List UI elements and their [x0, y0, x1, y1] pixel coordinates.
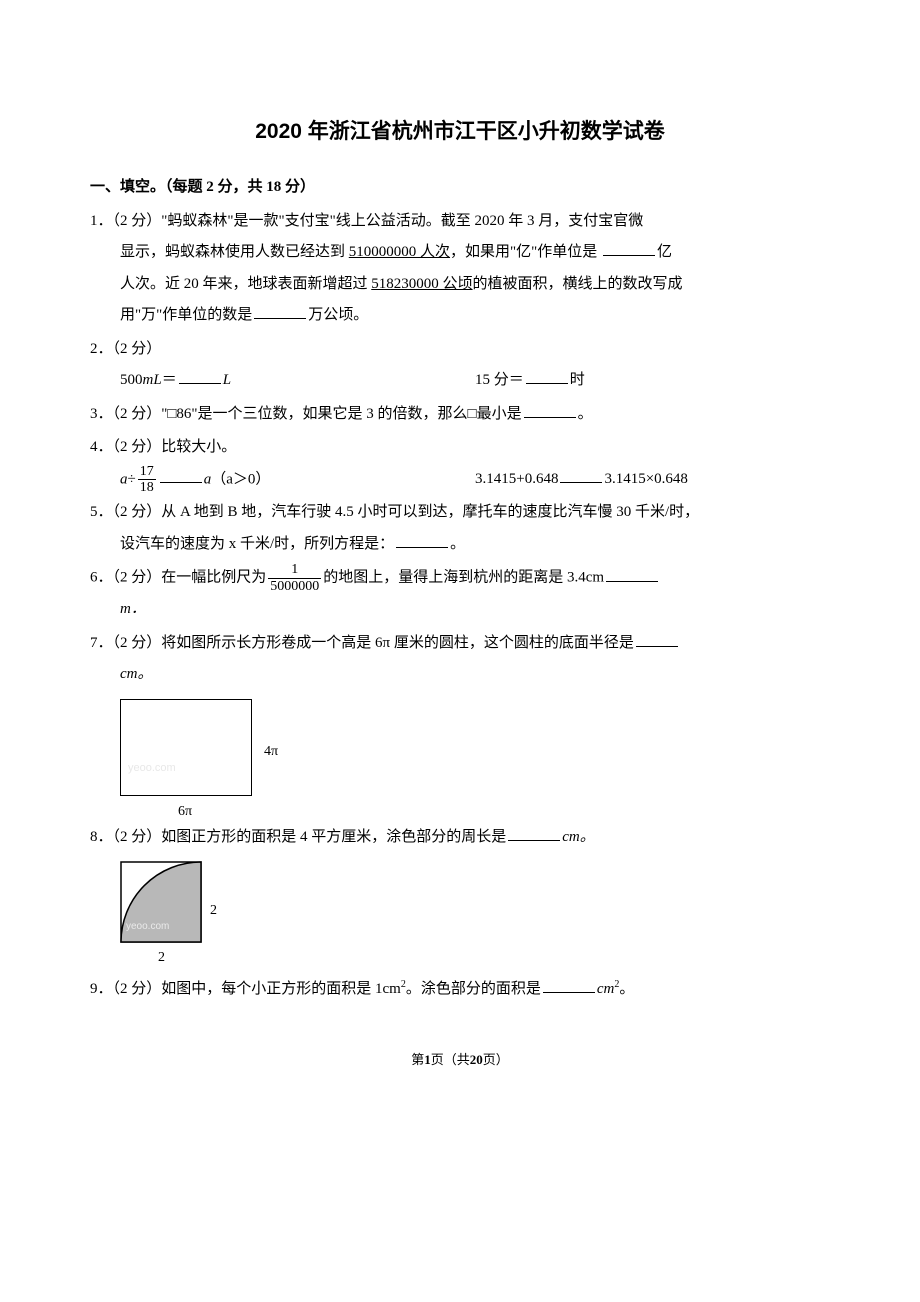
q9-b: 。涂色部分的面积是	[406, 981, 541, 997]
q4-cols: a÷1718a（a＞0） 3.1415+0.6483.1415×0.648	[90, 464, 830, 496]
q4-r-b: 3.1415×0.648	[604, 471, 687, 487]
q1-blank2	[254, 303, 306, 319]
q6-den: 5000000	[268, 579, 321, 594]
q2-left: 500mL＝ L	[120, 365, 475, 397]
q2-500: 500	[120, 372, 143, 388]
q1-blank1	[603, 240, 655, 256]
footer-b: 页（共	[431, 1052, 470, 1067]
q4-div: ÷	[128, 471, 136, 487]
q9-blank	[543, 977, 595, 993]
q2-mL: mL	[143, 372, 162, 388]
q7-figure: yeoo.com 4π 6π	[120, 699, 275, 814]
q5-blank	[396, 532, 448, 548]
q2-cols: 500mL＝ L 15 分＝ 时	[90, 365, 830, 397]
question-2: 2．（2 分）	[90, 334, 830, 366]
q7-body: cm。	[90, 659, 830, 691]
page-footer: 第1页（共20页）	[90, 1046, 830, 1073]
q1-l4b: 万公顷。	[308, 307, 368, 323]
q8-cm: cm。	[562, 829, 595, 845]
question-3: 3．（2 分）"□86"是一个三位数，如果它是 3 的倍数，那么□最小是 。	[90, 399, 830, 431]
q6-frac: 15000000	[268, 562, 321, 594]
q6-blank	[606, 566, 658, 582]
q4-right: 3.1415+0.648 3.1415×0.648	[475, 464, 830, 496]
footer-c: 页）	[483, 1052, 509, 1067]
q4-num: 17	[138, 464, 156, 480]
q5-l2a: 设汽车的速度为 x 千米/时，所列方程是：	[120, 536, 394, 552]
question-5: 5．（2 分）从 A 地到 B 地，汽车行驶 4.5 小时可以到达，摩托车的速度…	[90, 497, 830, 529]
q3-b: 。	[578, 406, 593, 422]
q7-l1: 7．（2 分）将如图所示长方形卷成一个高是 6π 厘米的圆柱，这个圆柱的底面半径…	[90, 635, 634, 651]
q7-rect	[120, 699, 252, 796]
q4-left: a÷1718a（a＞0）	[120, 464, 475, 496]
q1-l3b: 的植被面积，横线上的数改写成	[473, 276, 683, 292]
question-6: 6．（2 分）在一幅比例尺为15000000的地图上，量得上海到杭州的距离是 3…	[90, 562, 830, 594]
q2-L: L	[223, 372, 231, 388]
q7-cm: cm。	[120, 666, 153, 682]
q4-r-a: 3.1415+0.648	[475, 471, 558, 487]
q6-num: 1	[268, 562, 321, 578]
question-7: 7．（2 分）将如图所示长方形卷成一个高是 6π 厘米的圆柱，这个圆柱的底面半径…	[90, 628, 830, 660]
q2-r-b: 时	[570, 372, 585, 388]
q1-num1: 510000000 人次	[349, 244, 450, 260]
q9-d: 。	[619, 981, 634, 997]
q4-blank1	[160, 467, 202, 483]
q8-a: 8．（2 分）如图正方形的面积是 4 平方厘米，涂色部分的周长是	[90, 829, 506, 845]
q2-eq: ＝	[162, 372, 177, 388]
q6-m: m．	[120, 601, 146, 617]
question-9: 9．（2 分）如图中，每个小正方形的面积是 1cm2。涂色部分的面积是cm2。	[90, 974, 830, 1006]
q8-figure: yeoo.com 2 2	[120, 861, 240, 966]
q4-cond: （a＞0）	[211, 471, 270, 487]
question-4: 4．（2 分）比较大小。	[90, 432, 830, 464]
q4-a1: a	[120, 471, 128, 487]
q7-blank	[636, 631, 678, 647]
section-1-header: 一、填空。（每题 2 分，共 18 分）	[90, 172, 830, 204]
q4-den: 18	[138, 480, 156, 495]
q7-label-bottom: 6π	[178, 797, 192, 826]
q1-l3a: 人次。近 20 年来，地球表面新增超过	[120, 276, 371, 292]
q2-r-a: 15 分＝	[475, 372, 524, 388]
q4-blank2	[560, 467, 602, 483]
q8-blank	[508, 825, 560, 841]
footer-a: 第	[411, 1052, 424, 1067]
q2-right: 15 分＝ 时	[475, 365, 830, 397]
q9-c: cm	[597, 981, 615, 997]
q6-body: m．	[90, 594, 830, 626]
q1-prefix: 1．（2 分）"蚂蚁森林"是一款"支付宝"线上公益活动。截至 2020 年 3 …	[90, 213, 643, 229]
q9-a: 9．（2 分）如图中，每个小正方形的面积是 1cm	[90, 981, 401, 997]
q6-l1a: 6．（2 分）在一幅比例尺为	[90, 570, 266, 586]
question-1: 1．（2 分）"蚂蚁森林"是一款"支付宝"线上公益活动。截至 2020 年 3 …	[90, 206, 830, 238]
q5-l2b: 。	[450, 536, 465, 552]
q2-blank2	[526, 368, 568, 384]
q1-body: 显示，蚂蚁森林使用人数已经达到 510000000 人次，如果用"亿"作单位是 …	[90, 237, 830, 332]
q7-watermark: yeoo.com	[128, 757, 176, 780]
q7-label-right: 4π	[264, 737, 278, 766]
q1-num2: 518230000 公顷	[371, 276, 472, 292]
q6-l1b: 的地图上，量得上海到杭州的距离是 3.4cm	[323, 570, 604, 586]
question-8: 8．（2 分）如图正方形的面积是 4 平方厘米，涂色部分的周长是 cm。	[90, 822, 830, 854]
q1-l2b: ，如果用"亿"作单位是	[450, 244, 597, 260]
footer-total: 20	[470, 1052, 483, 1067]
q3-blank	[524, 402, 576, 418]
q8-watermark: yeoo.com	[126, 916, 169, 937]
q1-l4a: 用"万"作单位的数是	[120, 307, 252, 323]
q5-body: 设汽车的速度为 x 千米/时，所列方程是： 。	[90, 529, 830, 561]
q4-frac: 1718	[138, 464, 156, 496]
exam-title: 2020 年浙江省杭州市江干区小升初数学试卷	[90, 110, 830, 154]
q8-label-bottom: 2	[158, 943, 165, 972]
q3-a: 3．（2 分）"□86"是一个三位数，如果它是 3 的倍数，那么□最小是	[90, 406, 522, 422]
q2-blank1	[179, 368, 221, 384]
q1-l2a: 显示，蚂蚁森林使用人数已经达到	[120, 244, 349, 260]
q8-label-right: 2	[210, 896, 217, 925]
q1-l2c: 亿	[657, 244, 672, 260]
